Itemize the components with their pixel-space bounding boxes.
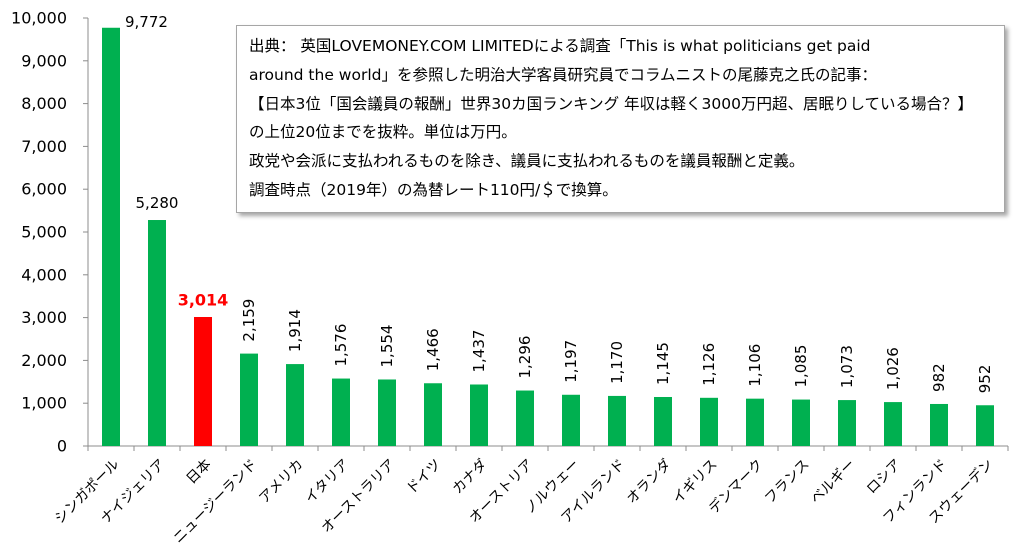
note-line: 調査時点（2019年）の為替レート110円/＄で換算。 <box>249 180 618 199</box>
x-tick-label: ロシア <box>864 456 905 497</box>
data-labels: 9,772 5,280 3,014 2,159 1,914 1,576 1,554 1,466… <box>125 13 994 393</box>
x-tick-label: ベルギー <box>808 456 859 507</box>
y-tick-label: 2,000 <box>21 351 67 370</box>
x-tick-label: ニュージーランド <box>170 456 260 546</box>
bars <box>102 27 994 447</box>
bar <box>424 383 442 446</box>
bar <box>930 403 948 446</box>
bar <box>516 390 534 446</box>
bar <box>884 402 902 446</box>
bar <box>148 220 166 446</box>
data-label: 1,437 <box>470 330 488 373</box>
y-tick-label: 7,000 <box>21 137 67 156</box>
y-tick-label: 8,000 <box>21 94 67 113</box>
bar <box>286 364 304 446</box>
y-tick-label: 4,000 <box>21 265 67 284</box>
x-tick-label: カナダ <box>450 456 491 497</box>
x-tick-label: ドイツ <box>404 456 445 497</box>
bar <box>378 379 396 446</box>
data-label: 1,576 <box>332 324 350 367</box>
x-tick-label: アメリカ <box>256 456 306 506</box>
x-tick-label: オランダ <box>624 456 675 507</box>
data-label: 982 <box>930 363 948 392</box>
source-note-box: 出典： 英国LOVEMONEY.COM LIMITEDによる調査「This is… <box>236 25 1005 213</box>
note-line: の上位20位までを抜粋。単位は万円。 <box>249 123 517 142</box>
y-tick-label: 5,000 <box>21 223 67 242</box>
y-tick-label: 1,000 <box>21 394 67 413</box>
bar <box>792 399 810 446</box>
data-label: 1,073 <box>838 345 856 388</box>
data-label: 9,772 <box>125 13 168 31</box>
data-label: 1,296 <box>516 336 534 379</box>
bar <box>240 353 258 446</box>
data-label: 5,280 <box>136 194 179 212</box>
bar <box>562 394 580 446</box>
data-label: 1,145 <box>654 342 672 385</box>
x-tick-label: フランス <box>762 456 813 507</box>
data-label: 2,159 <box>240 299 258 342</box>
y-tick-label: 10,000 <box>11 9 67 28</box>
y-tick-label: 9,000 <box>21 51 67 70</box>
data-label: 1,170 <box>608 341 626 384</box>
y-tick-label: 0 <box>57 437 67 456</box>
note-line: around the world」を参照した明治大学客員研究員でコラムニストの尾… <box>249 65 878 84</box>
x-tick-label: 日本 <box>184 456 215 487</box>
data-label: 1,026 <box>884 347 902 390</box>
bar <box>102 27 120 447</box>
bar <box>746 398 764 446</box>
bar <box>194 317 212 446</box>
data-label: 952 <box>976 365 994 394</box>
bar <box>470 384 488 446</box>
bar <box>332 378 350 446</box>
data-label: 1,126 <box>700 343 718 386</box>
data-label: 1,466 <box>424 328 442 371</box>
data-label: 3,014 <box>178 291 229 310</box>
data-label: 1,085 <box>792 345 810 388</box>
bar <box>700 397 718 446</box>
note-line: 【日本3位「国会議員の報酬」世界30カ国ランキング 年収は軽く3000万円超、居… <box>249 94 974 113</box>
y-tick-label: 6,000 <box>21 180 67 199</box>
axes: 0 1,000 2,000 3,000 4,000 5,000 6,000 7,000 8,00… <box>11 9 1009 456</box>
data-label: 1,197 <box>562 340 580 383</box>
bar <box>976 405 994 446</box>
note-line: 出典： 英国LOVEMONEY.COM LIMITEDによる調査「This is… <box>249 37 871 55</box>
data-label: 1,914 <box>286 309 304 352</box>
bar <box>838 400 856 446</box>
bar <box>654 396 672 446</box>
y-tick-label: 3,000 <box>21 308 67 327</box>
bar <box>608 395 626 446</box>
data-label: 1,554 <box>378 325 396 368</box>
data-label: 1,106 <box>746 344 764 387</box>
note-line: 政党や会派に支払われるものを除き、議員に支払われるものを議員報酬と定義。 <box>249 152 805 171</box>
